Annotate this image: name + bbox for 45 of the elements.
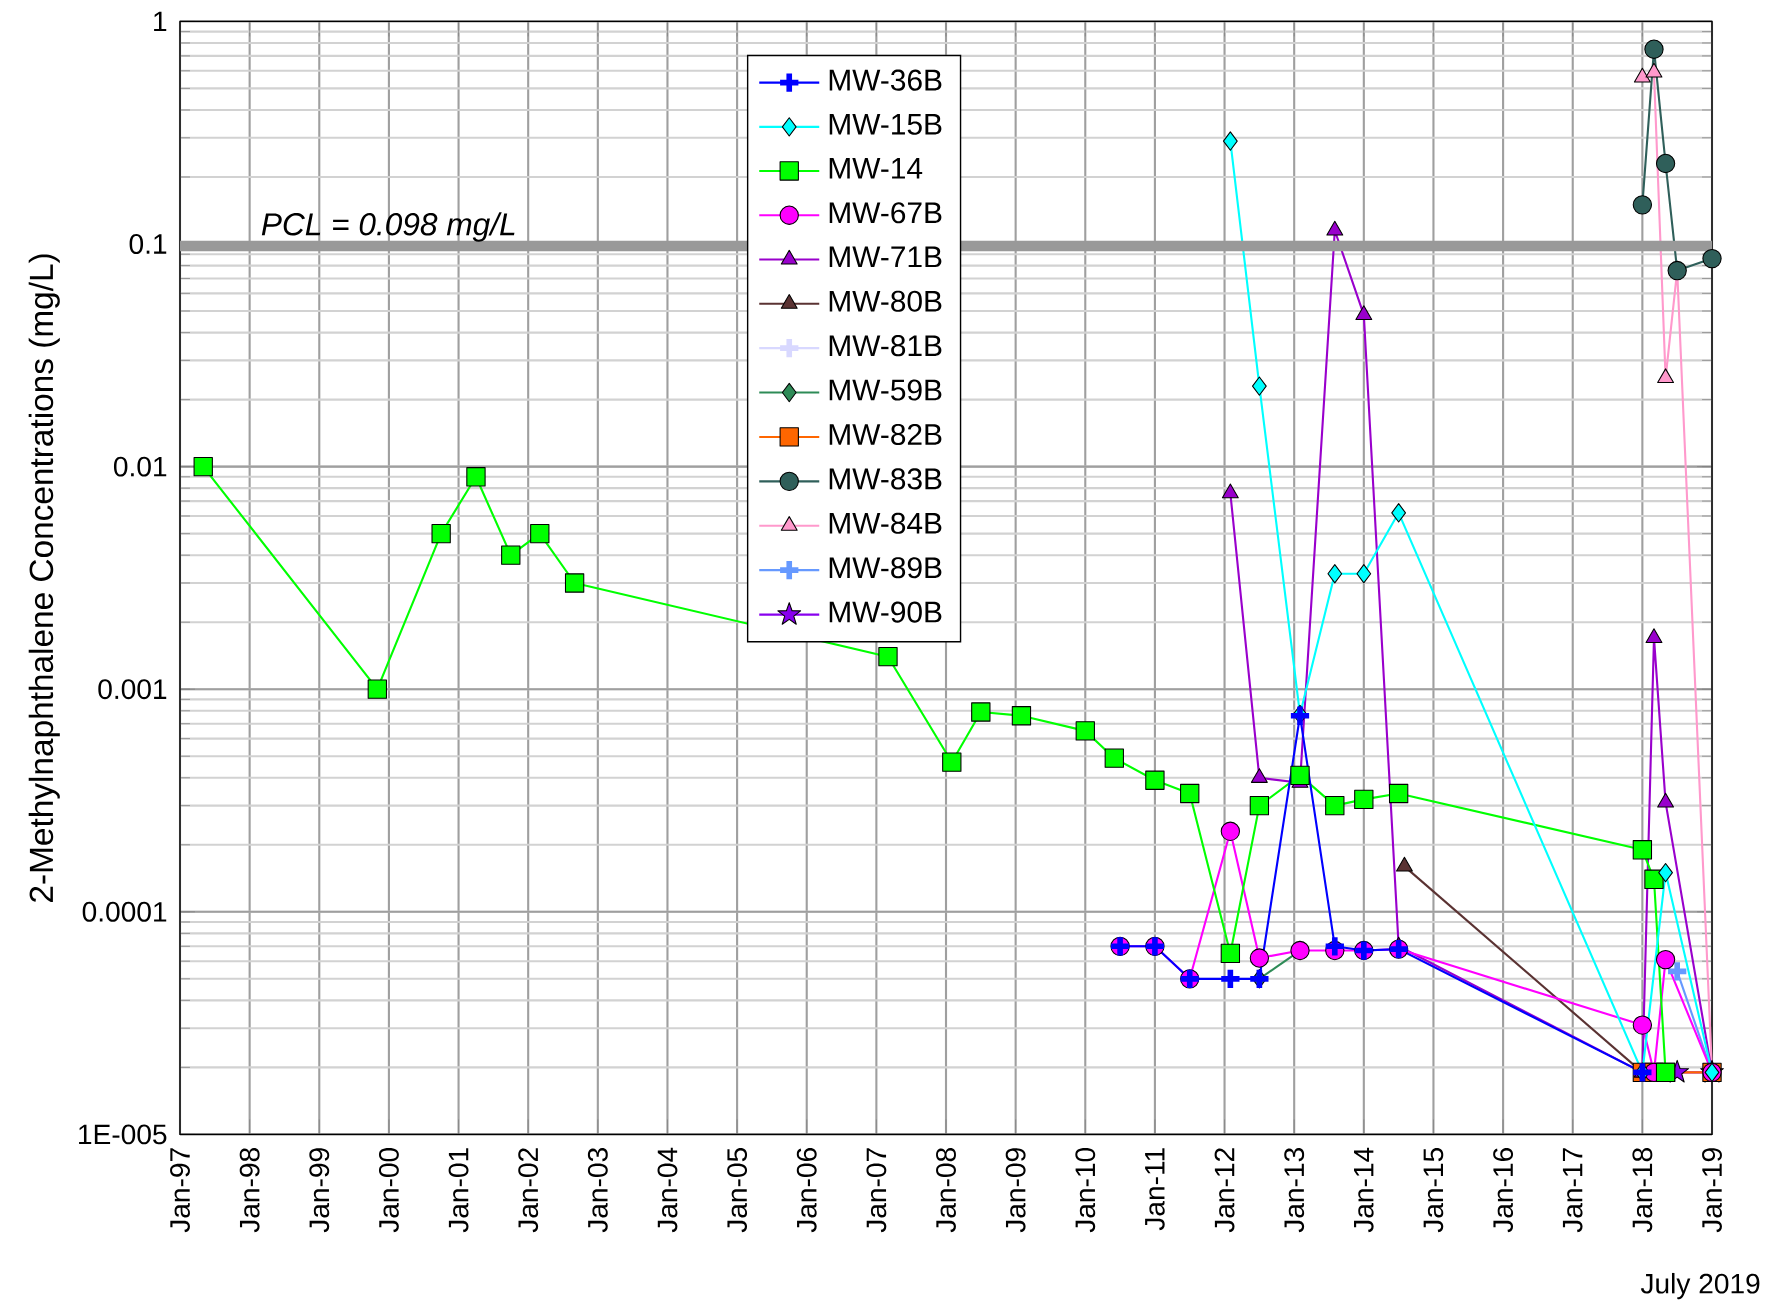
legend-label: MW-71B <box>829 246 942 267</box>
legend-label: MW-80B <box>829 290 942 312</box>
legend-label: MW-82B <box>829 423 942 445</box>
ref-line-label: PCL = 0.098 mg/L <box>261 212 515 242</box>
legend-label: MW-15B <box>829 113 942 135</box>
legend-label: MW-90B <box>829 601 942 623</box>
legend-label: MW-67B <box>829 202 942 224</box>
x-tick-label: Jan-12 <box>1214 1148 1235 1233</box>
text: July 2019 <box>1640 1272 1760 1299</box>
x-tick-label: Jan-03 <box>587 1147 608 1233</box>
x-tick-label: Jan-11 <box>1145 1148 1165 1231</box>
x-tick-label: Jan-09 <box>1005 1148 1026 1233</box>
x-tick-label: Jan-10 <box>1075 1147 1096 1233</box>
legend-label: MW-81B <box>829 334 942 357</box>
x-tick-label: Jan-04 <box>657 1147 678 1233</box>
x-tick-label: Jan-16 <box>1493 1147 1514 1233</box>
x-tick-label: Jan-15 <box>1423 1147 1444 1233</box>
y-tick-label: 0.1 <box>129 233 167 254</box>
x-tick-label: Jan-98 <box>239 1147 260 1233</box>
x-tick-label: Jan-07 <box>866 1148 887 1233</box>
y-tick-label: 0.01 <box>113 456 167 477</box>
y-axis-title: 2-Methylnaphthalene Concentrations (mg/L) <box>28 254 60 902</box>
x-tick-label: Jan-01 <box>448 1148 469 1233</box>
x-tick-label: Jan-06 <box>796 1147 817 1233</box>
legend-label: MW-36B <box>829 69 942 91</box>
x-tick-label: Jan-05 <box>727 1147 748 1233</box>
y-tick-label: 0.0001 <box>82 901 167 922</box>
y-tick-label: 0.001 <box>98 679 167 699</box>
legend-label: MW-59B <box>829 379 942 401</box>
x-tick-label: Jan-97 <box>170 1148 190 1233</box>
x-tick-label: Jan-13 <box>1284 1147 1305 1233</box>
x-tick-label: Jan-18 <box>1632 1147 1653 1233</box>
x-tick-label: Jan-00 <box>378 1147 399 1233</box>
y-tick-label: 1E-005 <box>79 1124 167 1145</box>
x-tick-label: Jan-08 <box>936 1147 956 1233</box>
x-tick-label: Jan-19 <box>1702 1148 1722 1233</box>
y-tick-label: 1 <box>154 11 167 31</box>
legend-label: MW-89B <box>829 556 942 579</box>
legend-label: MW-83B <box>829 468 942 490</box>
legend-label: MW-84B <box>829 512 942 534</box>
x-tick-label: Jan-14 <box>1354 1147 1374 1233</box>
legend-label: MW-14 <box>829 157 923 179</box>
x-tick-label: Jan-17 <box>1562 1148 1583 1233</box>
x-tick-label: Jan-02 <box>518 1148 539 1233</box>
x-tick-label: Jan-99 <box>309 1148 330 1233</box>
